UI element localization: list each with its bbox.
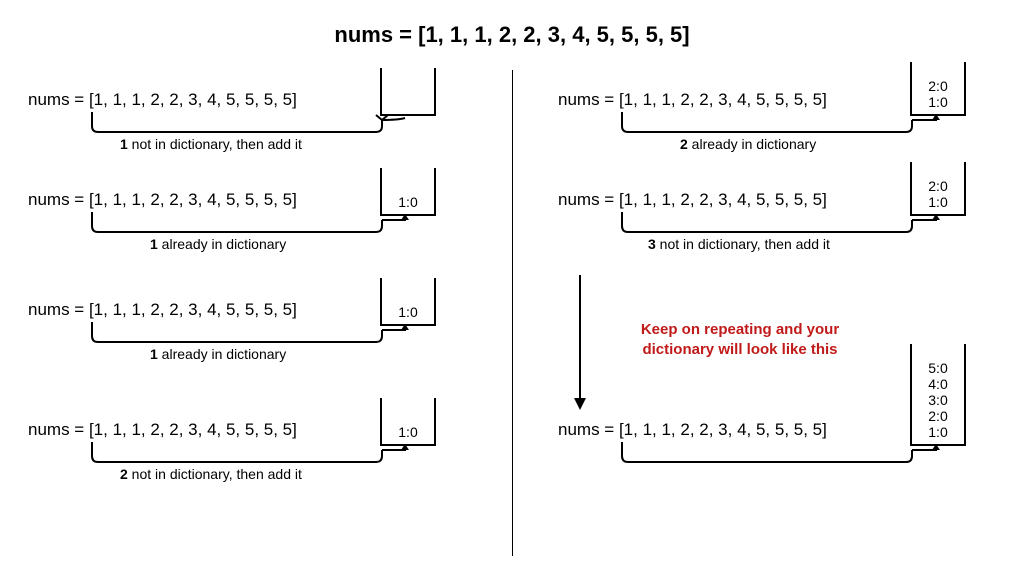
- dict-bucket: 5:04:03:02:01:0: [910, 344, 966, 446]
- down-arrow-icon: [0, 0, 1024, 576]
- array-text: nums = [1, 1, 1, 2, 2, 3, 4, 5, 5, 5, 5]: [558, 420, 827, 440]
- bucket-items: 5:04:03:02:01:0: [912, 360, 964, 440]
